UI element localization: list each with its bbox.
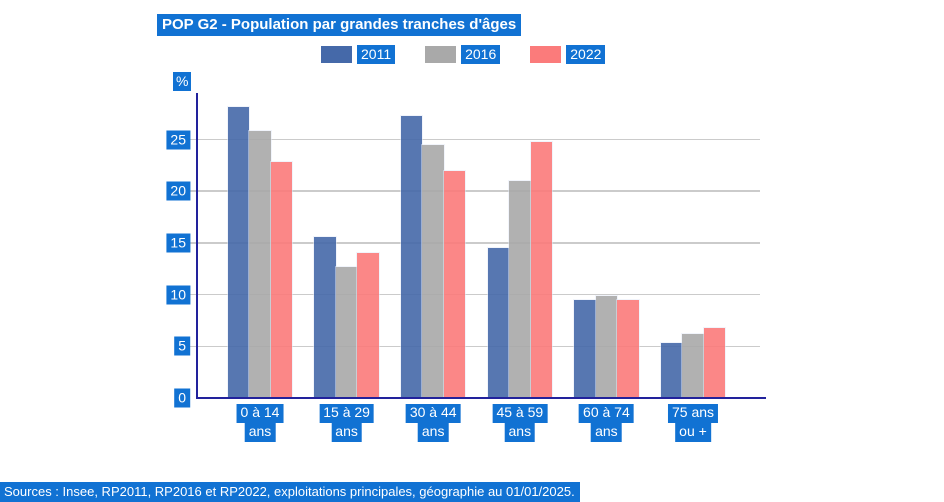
legend-label-2016: 2016 (461, 45, 501, 64)
bar-2011-group2 (314, 236, 336, 398)
bar-2016-group6 (682, 333, 704, 398)
x-category-label-1-line1: 0 à 14 (236, 404, 284, 423)
y-axis-unit-label: % (173, 72, 192, 91)
chart-legend: 2011 2016 2022 (321, 45, 606, 64)
bar-2016-group2 (335, 266, 358, 398)
gridline-5 (187, 345, 760, 348)
y-tick-label-25: 25 (166, 130, 190, 149)
y-axis-line (195, 93, 198, 399)
bar-2022-group1 (270, 162, 293, 398)
x-category-label-6-line2: ou + (675, 422, 711, 442)
y-tick-label-0: 0 (174, 388, 190, 408)
y-tick-label-10: 10 (166, 285, 190, 305)
gridline-10 (187, 293, 760, 296)
x-category-label-5-line1: 60 à 74 (579, 404, 634, 423)
bar-2011-group3 (400, 115, 423, 398)
bar-2022-group5 (617, 299, 639, 398)
bar-2022-group6 (703, 327, 726, 398)
bar-2011-group5 (574, 299, 596, 398)
x-category-label-6-line1: 75 ans (667, 404, 719, 423)
bar-2016-group3 (422, 144, 444, 398)
bar-2011-group6 (660, 343, 683, 398)
x-category-label-3-line1: 30 à 44 (405, 404, 461, 423)
legend-item-2011: 2011 (321, 45, 396, 64)
bar-2022-group3 (443, 170, 466, 398)
gridline-15 (187, 242, 760, 244)
legend-swatch-2022 (530, 46, 562, 63)
bar-2016-group4 (509, 180, 531, 398)
bar-2011-group1 (227, 107, 250, 398)
x-category-label-1-line2: ans (244, 422, 276, 442)
gridline-25 (187, 138, 760, 141)
bar-2016-group5 (595, 295, 618, 398)
bar-2011-group4 (487, 248, 510, 398)
bar-2022-group2 (357, 253, 379, 398)
legend-label-2022: 2022 (566, 45, 606, 64)
legend-swatch-2016 (425, 46, 457, 63)
x-category-label-4-line2: ans (504, 422, 536, 442)
y-tick-label-20: 20 (166, 181, 190, 201)
x-category-label-2-line2: ans (331, 422, 362, 442)
legend-label-2011: 2011 (357, 45, 396, 64)
bar-2016-group1 (249, 131, 271, 398)
legend-item-2016: 2016 (425, 45, 501, 64)
x-category-label-2-line1: 15 à 29 (319, 404, 374, 423)
x-category-label-4-line1: 45 à 59 (492, 404, 548, 423)
bar-2022-group4 (530, 141, 553, 398)
y-tick-label-5: 5 (174, 336, 190, 356)
legend-swatch-2011 (321, 46, 352, 63)
x-axis-line (195, 397, 766, 400)
x-category-label-3-line2: ans (417, 422, 449, 442)
gridline-20 (187, 190, 760, 192)
x-category-label-5-line2: ans (591, 422, 622, 442)
y-tick-label-15: 15 (166, 233, 190, 253)
chart-title: POP G2 - Population par grandes tranches… (157, 14, 522, 36)
legend-item-2022: 2022 (530, 45, 606, 64)
source-note: Sources : Insee, RP2011, RP2016 et RP202… (0, 482, 580, 502)
